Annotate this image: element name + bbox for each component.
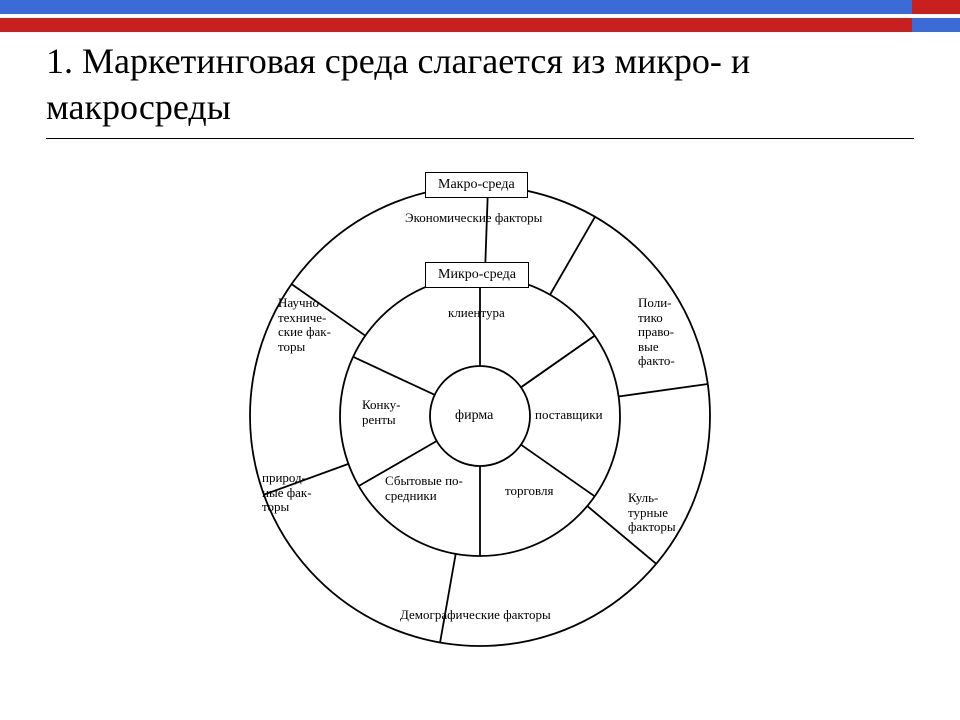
concentric-diagram: Макро-среда Микро-среда фирма клиентура …: [230, 161, 730, 661]
page-title: 1. Маркетинговая среда слагается из микр…: [46, 38, 914, 130]
inner-label-competitors: Конку- ренты: [362, 398, 400, 427]
inner-label-distributors: Сбытовые по- средники: [385, 474, 463, 503]
outer-label-demographic: Демографические факторы: [400, 608, 551, 623]
micro-box-label: Микро-среда: [425, 262, 529, 288]
header-bars: [0, 0, 960, 32]
outer-label-economic: Экономические факторы: [405, 211, 542, 226]
macro-box-label: Макро-среда: [425, 172, 528, 198]
header-bar-bottom-blue: [912, 18, 960, 32]
outer-label-natural: природ- ные фак- торы: [262, 471, 312, 515]
inner-label-suppliers: поставщики: [535, 408, 603, 423]
outer-label-cultural: Куль- турные факторы: [628, 491, 676, 535]
outer-label-scitech: Научно техниче- ские фак- торы: [278, 296, 331, 354]
header-bar-bottom-red: [0, 18, 912, 32]
center-label: фирма: [455, 408, 493, 424]
header-bar-top: [0, 0, 960, 14]
title-block: 1. Маркетинговая среда слагается из микр…: [0, 32, 960, 130]
header-bar-top-red: [912, 0, 960, 14]
outer-label-political: Поли- тико право- вые факто-: [638, 296, 675, 369]
header-bar-bottom: [0, 18, 960, 32]
header-bar-top-blue: [0, 0, 912, 14]
inner-label-clients: клиентура: [448, 306, 505, 321]
diagram-container: Макро-среда Микро-среда фирма клиентура …: [0, 139, 960, 661]
inner-label-trade: торговля: [505, 484, 553, 499]
